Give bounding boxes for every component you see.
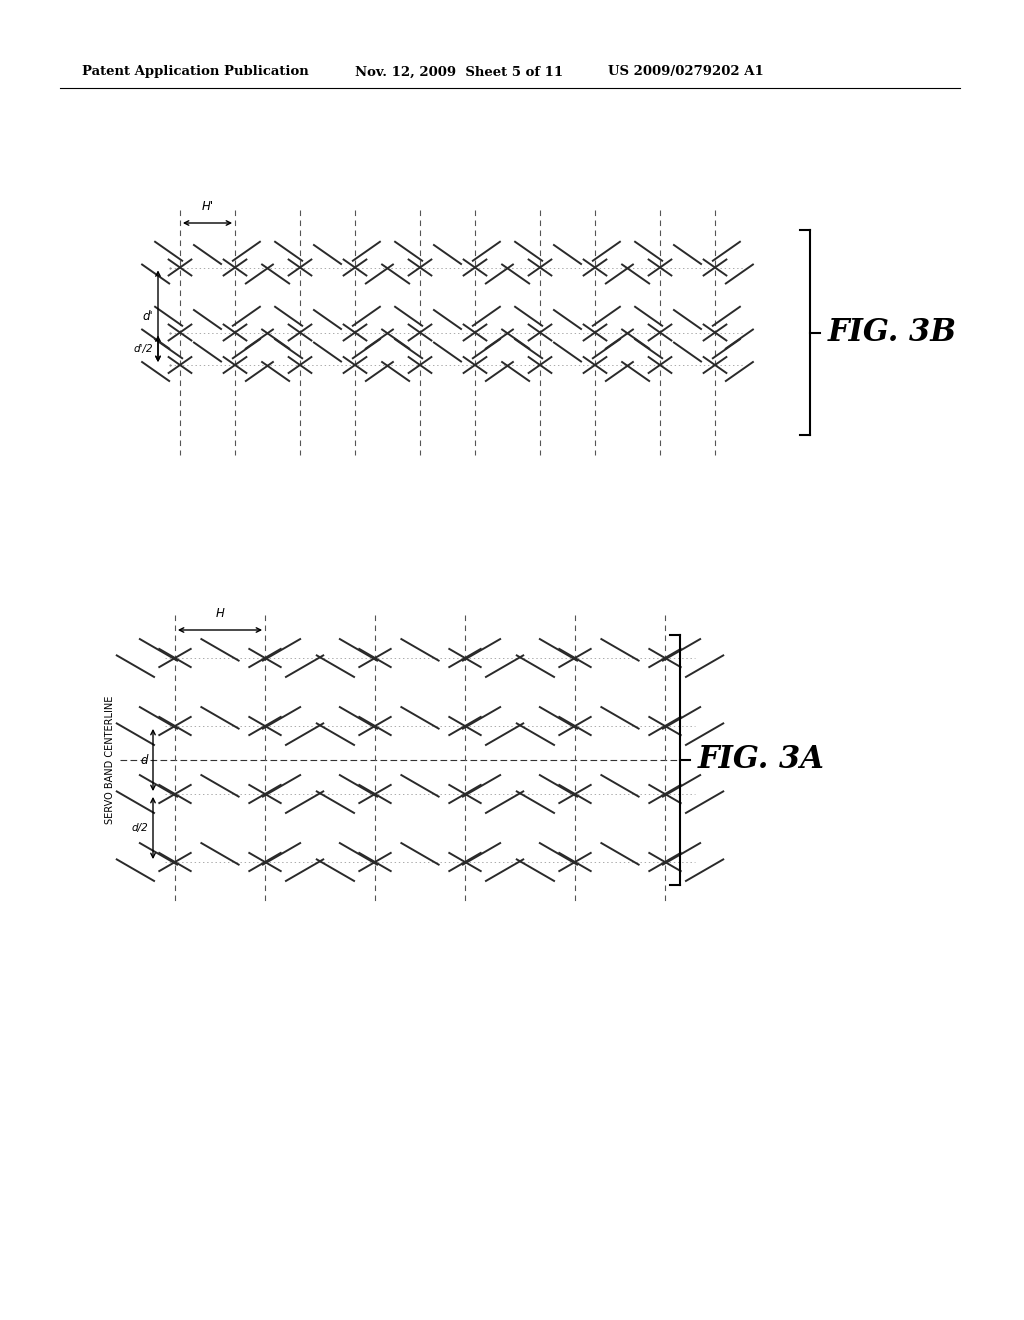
Text: d': d' <box>142 310 153 323</box>
Text: d/2: d/2 <box>131 822 148 833</box>
Text: FIG. 3A: FIG. 3A <box>698 744 825 776</box>
Text: d: d <box>140 754 148 767</box>
Text: US 2009/0279202 A1: US 2009/0279202 A1 <box>608 66 764 78</box>
Text: FIG. 3B: FIG. 3B <box>828 317 957 348</box>
Text: H': H' <box>202 201 214 213</box>
Text: H: H <box>216 607 224 620</box>
Text: Patent Application Publication: Patent Application Publication <box>82 66 309 78</box>
Text: d'/2: d'/2 <box>133 343 153 354</box>
Text: Nov. 12, 2009  Sheet 5 of 11: Nov. 12, 2009 Sheet 5 of 11 <box>355 66 563 78</box>
Text: SERVO BAND CENTERLINE: SERVO BAND CENTERLINE <box>105 696 115 824</box>
